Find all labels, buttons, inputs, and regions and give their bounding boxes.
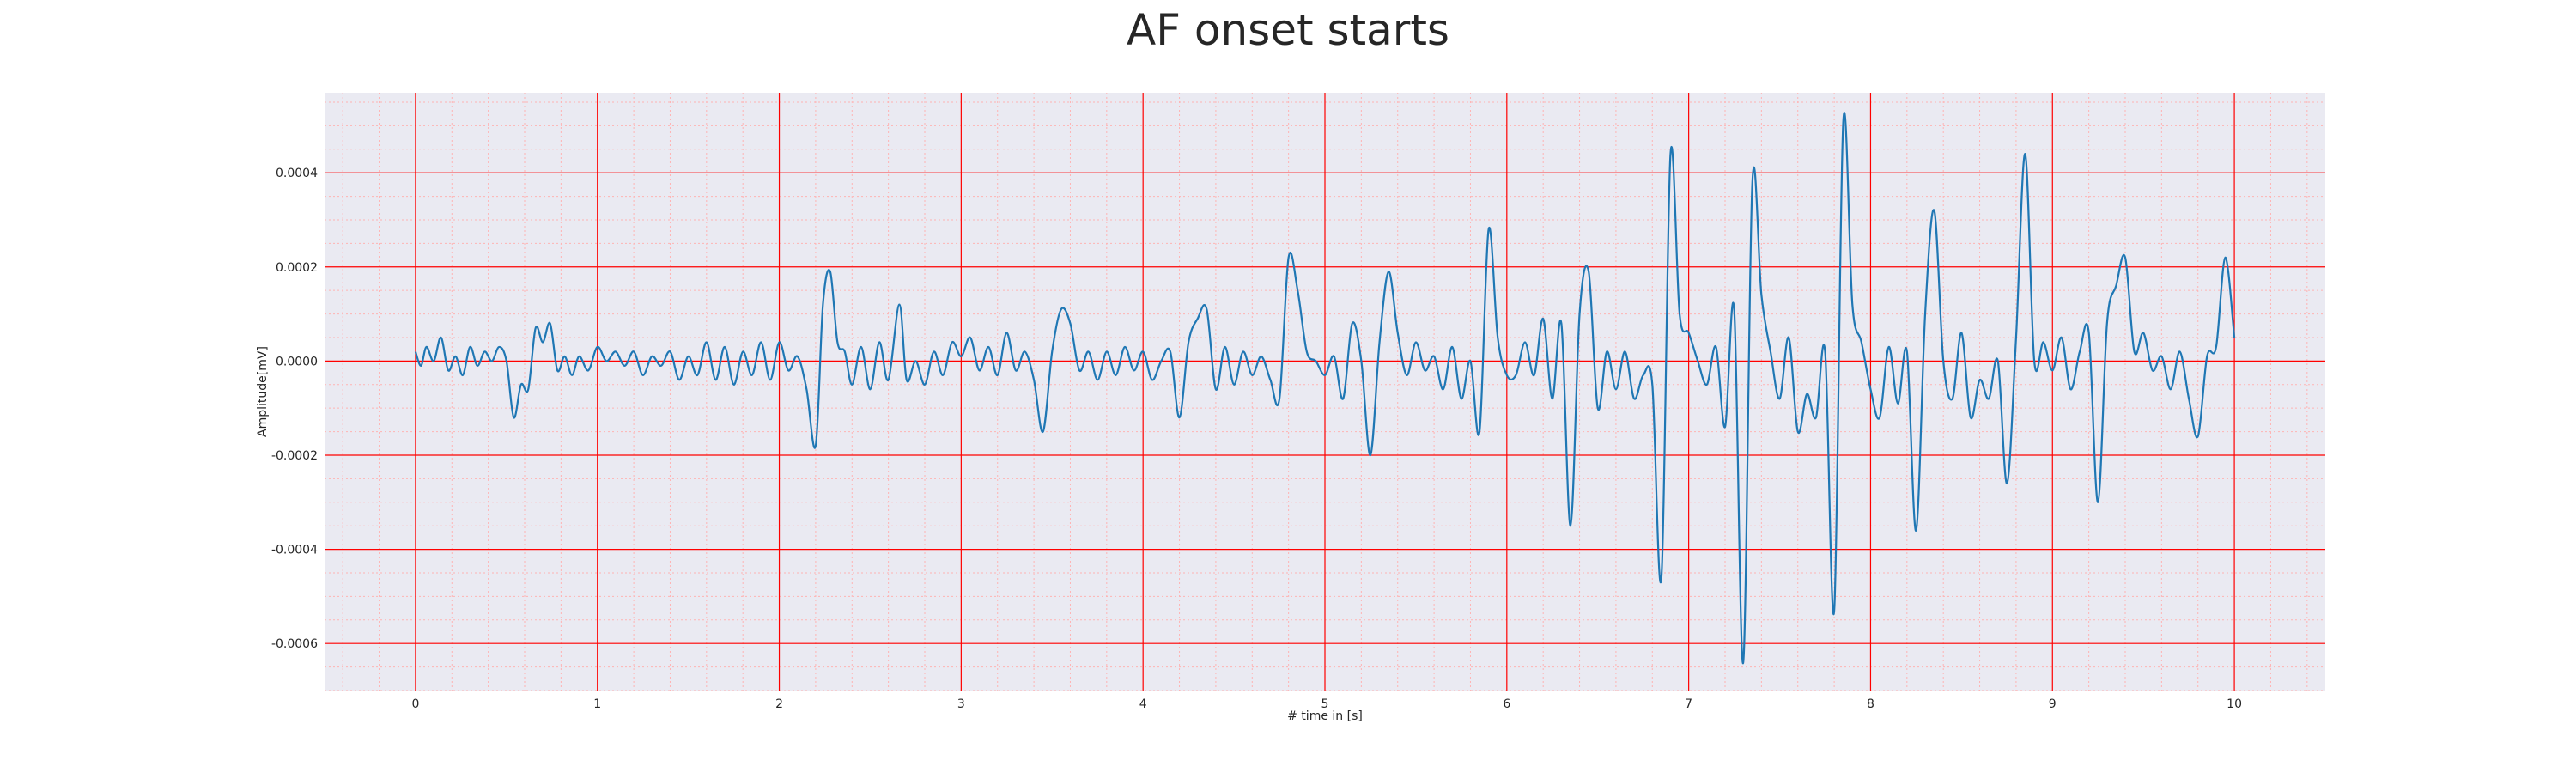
x-tick-label: 5	[1321, 697, 1329, 711]
series-line	[414, 112, 2236, 665]
y-tick-label: 0.0000	[276, 355, 318, 368]
y-tick-label: -0.0006	[271, 637, 318, 651]
x-tick-labels: 0 1 2 3 4 5 6 7 8 9 10	[411, 697, 2242, 711]
y-tick-label: 0.0004	[276, 167, 318, 180]
y-tick-label: -0.0004	[271, 544, 318, 557]
x-tick-label: 9	[2049, 697, 2057, 711]
y-tick-label: -0.0002	[271, 449, 318, 463]
y-tick-labels: -0.0006 -0.0004 -0.0002 0.0000 0.0002 0.0004	[271, 167, 318, 651]
x-tick-label: 4	[1139, 697, 1147, 711]
x-tick-label: 3	[957, 697, 965, 711]
x-tick-label: 7	[1685, 697, 1692, 711]
x-tick-label: 10	[2227, 697, 2242, 711]
x-tick-label: 0	[411, 697, 419, 711]
y-tick-label: 0.0002	[276, 261, 318, 275]
x-axis-label: # time in [s]	[1287, 709, 1363, 723]
x-tick-label: 2	[775, 697, 783, 711]
x-tick-label: 8	[1867, 697, 1874, 711]
chart-title: AF onset starts	[1127, 5, 1449, 55]
x-tick-label: 6	[1503, 697, 1510, 711]
x-tick-label: 1	[593, 697, 601, 711]
y-axis-label: Amplitude[mV]	[256, 346, 270, 437]
major-grid	[325, 93, 2325, 691]
